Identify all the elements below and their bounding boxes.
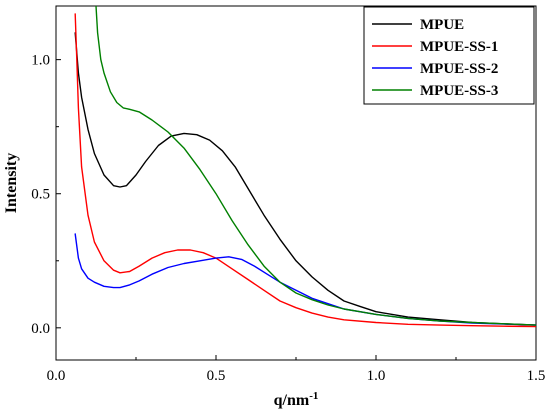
x-axis-title-superscript: -1 [309,390,318,402]
legend-label: MPUE-SS-1 [420,39,498,55]
legend: MPUE MPUE-SS-1 MPUE-SS-2 MPUE-SS-3 [363,6,535,105]
series-line-mpue-ss-3 [95,6,536,326]
x-axis-title-base: q/nm [274,392,310,409]
x-tick-label: 0.5 [207,368,226,384]
y-axis-title: Intensity [3,153,20,213]
legend-label: MPUE [420,17,464,33]
x-axis-ticks: 0.0 0.5 1.0 1.5 [47,355,546,384]
legend-box [363,6,535,105]
series-lines [74,6,536,328]
x-tick-label: 1.5 [527,368,546,384]
x-axis-title: q/nm-1 [274,390,319,409]
x-tick-label: 1.0 [367,368,386,384]
x-tick-label: 0.0 [47,368,66,384]
y-tick-label: 0.0 [31,321,50,337]
legend-label: MPUE-SS-3 [420,83,498,99]
y-axis-ticks: 0.0 0.5 1.0 [31,53,61,337]
legend-label: MPUE-SS-2 [420,61,498,77]
y-tick-label: 1.0 [31,53,50,69]
series-line-mpue [74,32,536,326]
series-line-mpue-ss-1 [74,13,536,328]
y-tick-label: 0.5 [31,187,50,203]
legend-items: MPUE MPUE-SS-1 MPUE-SS-2 MPUE-SS-3 [372,17,498,99]
